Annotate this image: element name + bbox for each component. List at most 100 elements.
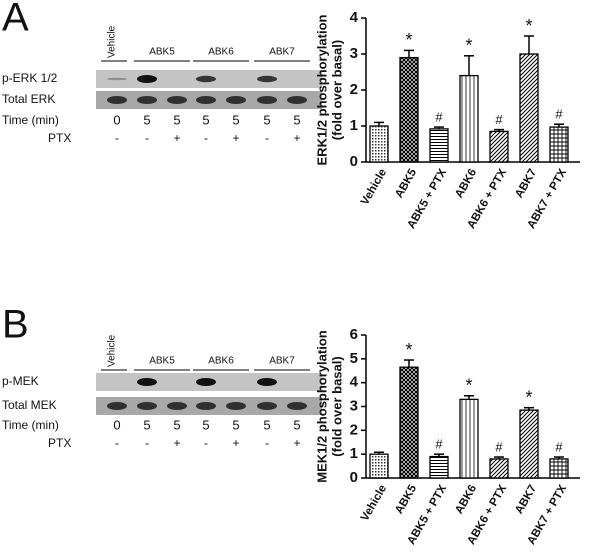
time-value: 5 [202, 417, 209, 432]
bar [399, 56, 419, 163]
y-axis-label: (fold over basal) [329, 40, 344, 140]
ptx-value: - [265, 131, 269, 145]
time-value: 5 [143, 417, 150, 432]
band [196, 402, 216, 410]
band [167, 96, 187, 104]
time-value: 5 [293, 112, 300, 127]
treatment-label: ABK5 [149, 356, 175, 367]
bar [549, 458, 569, 479]
bar [459, 398, 479, 479]
x-tick-label: Vehicle [359, 483, 389, 523]
y-axis-label: MEK1/2 phosphorylation [314, 330, 329, 482]
band [257, 402, 277, 410]
y-tick-label: 3 [350, 397, 358, 414]
time-value: 5 [143, 112, 150, 127]
significance-marker: # [435, 110, 443, 125]
bar [489, 458, 509, 479]
band [107, 77, 127, 81]
y-tick-label: 2 [350, 81, 358, 98]
x-tick-label: ABK5 [393, 166, 419, 200]
bar [429, 128, 449, 163]
ptx-value: + [173, 436, 180, 450]
y-tick-label: 1 [350, 445, 358, 462]
time-value: 5 [232, 112, 239, 127]
band [226, 96, 246, 104]
treatment-label: ABK6 [208, 47, 234, 58]
significance-marker: * [465, 36, 472, 56]
x-tick-label: ABK7 [513, 483, 539, 516]
y-tick-label: 2 [350, 421, 358, 438]
y-tick-label: 3 [350, 45, 358, 62]
row-label: p-ERK 1/2 [2, 71, 58, 85]
ptx-value: - [204, 436, 208, 450]
ptx-value: + [293, 436, 300, 450]
significance-marker: # [495, 439, 503, 454]
time-value: 0 [113, 417, 120, 432]
time-value: 5 [263, 112, 270, 127]
ptx-value: - [145, 436, 149, 450]
significance-marker: # [495, 112, 503, 127]
row-label: p-MEK [2, 374, 39, 388]
y-axis-label: (fold over basal) [329, 356, 344, 456]
x-tick-label: ABK6 [453, 167, 479, 200]
significance-marker: * [465, 376, 472, 396]
ptx-label: PTX [48, 436, 71, 450]
bar [429, 455, 449, 479]
significance-marker: * [405, 30, 412, 50]
ptx-value: + [232, 131, 239, 145]
bar [549, 126, 569, 163]
bar [459, 74, 479, 163]
time-value: 5 [173, 112, 180, 127]
y-tick-label: 6 [350, 326, 358, 343]
band [287, 402, 307, 410]
band [287, 96, 307, 104]
y-tick-label: 4 [350, 374, 359, 391]
band [137, 75, 157, 83]
band [167, 402, 187, 410]
band [137, 96, 157, 104]
significance-marker: # [555, 439, 563, 454]
ptx-label: PTX [48, 131, 71, 145]
bar [369, 453, 389, 479]
time-label: Time (min) [2, 418, 59, 432]
bar [519, 53, 539, 163]
panel-label: B [2, 303, 29, 347]
y-axis-label: ERK1/2 phosphorylation [314, 14, 329, 165]
band [257, 378, 277, 386]
bar [369, 125, 389, 163]
significance-marker: # [555, 107, 563, 122]
ptx-value: + [232, 436, 239, 450]
band [137, 402, 157, 410]
band [257, 75, 277, 83]
time-value: 5 [263, 417, 270, 432]
ptx-value: - [145, 131, 149, 145]
significance-marker: * [525, 387, 532, 407]
significance-marker: * [405, 340, 412, 360]
x-tick-label: ABK7 [513, 167, 539, 200]
y-tick-label: 0 [350, 469, 358, 486]
band [137, 378, 157, 386]
x-tick-label: ABK6 [453, 483, 479, 516]
treatment-label: ABK5 [149, 47, 175, 58]
band [226, 402, 246, 410]
ptx-value: + [293, 131, 300, 145]
x-tick-label: ABK5 [393, 482, 419, 516]
band [196, 96, 216, 104]
time-label: Time (min) [2, 113, 59, 127]
bar [519, 409, 539, 479]
significance-marker: * [525, 16, 532, 36]
bar [399, 366, 419, 479]
row-label: Total MEK [2, 398, 57, 412]
y-tick-label: 5 [350, 350, 358, 367]
ptx-value: - [115, 131, 119, 145]
treatment-label: ABK7 [269, 47, 295, 58]
band [196, 75, 216, 83]
treatment-label: Vehicle [107, 334, 118, 367]
time-value: 0 [113, 112, 120, 127]
time-value: 5 [293, 417, 300, 432]
bar [489, 130, 509, 163]
band [196, 378, 216, 386]
ptx-value: - [265, 436, 269, 450]
panel-label: A [2, 0, 29, 40]
treatment-label: ABK7 [269, 356, 295, 367]
